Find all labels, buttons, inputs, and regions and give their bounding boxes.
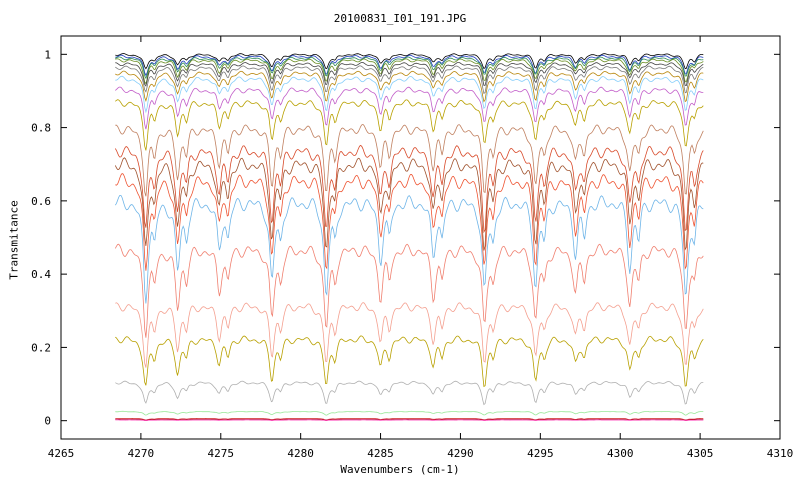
- x-tick-label: 4305: [687, 447, 714, 460]
- series-line: [114, 157, 704, 251]
- series-line: [115, 86, 704, 130]
- series-line: [115, 172, 704, 271]
- x-tick-label: 4270: [128, 447, 155, 460]
- x-tick-label: 4300: [607, 447, 634, 460]
- y-tick-label: 0.6: [31, 195, 51, 208]
- y-tick-label: 0.4: [31, 268, 51, 281]
- series-line: [115, 335, 704, 388]
- plot-frame: [60, 35, 781, 440]
- x-tick-label: 4310: [767, 447, 794, 460]
- x-tick-label: 4275: [208, 447, 235, 460]
- x-axis-label: Wavenumbers (cm-1): [340, 463, 460, 476]
- y-tick-label: 0.2: [31, 341, 51, 354]
- series-line: [114, 194, 704, 304]
- series-line: [115, 417, 704, 421]
- y-tick-label: 0.8: [31, 122, 51, 135]
- series-line: [114, 243, 704, 338]
- series-line: [115, 56, 704, 80]
- series-line: [115, 75, 704, 114]
- series-line: [115, 124, 704, 197]
- x-ticks: 4265 4270 4275 4280 4285 4290 4295 4300 4305 4310: [48, 36, 794, 460]
- y-ticks: 0 0.2 0.4 0.6 0.8 1: [31, 48, 780, 428]
- x-tick-label: 4280: [287, 447, 314, 460]
- series-line: [115, 99, 704, 151]
- x-tick-label: 4265: [48, 447, 75, 460]
- series-line: [115, 410, 704, 416]
- series-line: [115, 58, 704, 85]
- series-line: [115, 380, 704, 406]
- series-line: [115, 53, 704, 70]
- x-tick-label: 4285: [367, 447, 394, 460]
- series-line: [115, 302, 704, 368]
- x-tick-label: 4290: [447, 447, 474, 460]
- y-tick-label: 0: [44, 415, 51, 428]
- series-line: [115, 61, 704, 87]
- series-line: [115, 70, 704, 103]
- series-line: [114, 144, 704, 234]
- chart-title: 20100831_I01_191.JPG: [333, 12, 467, 25]
- series-line: [115, 54, 704, 77]
- series-line: [115, 65, 704, 95]
- series-layer: [114, 53, 704, 421]
- y-tick-label: 1: [44, 48, 51, 61]
- x-tick-label: 4295: [527, 447, 554, 460]
